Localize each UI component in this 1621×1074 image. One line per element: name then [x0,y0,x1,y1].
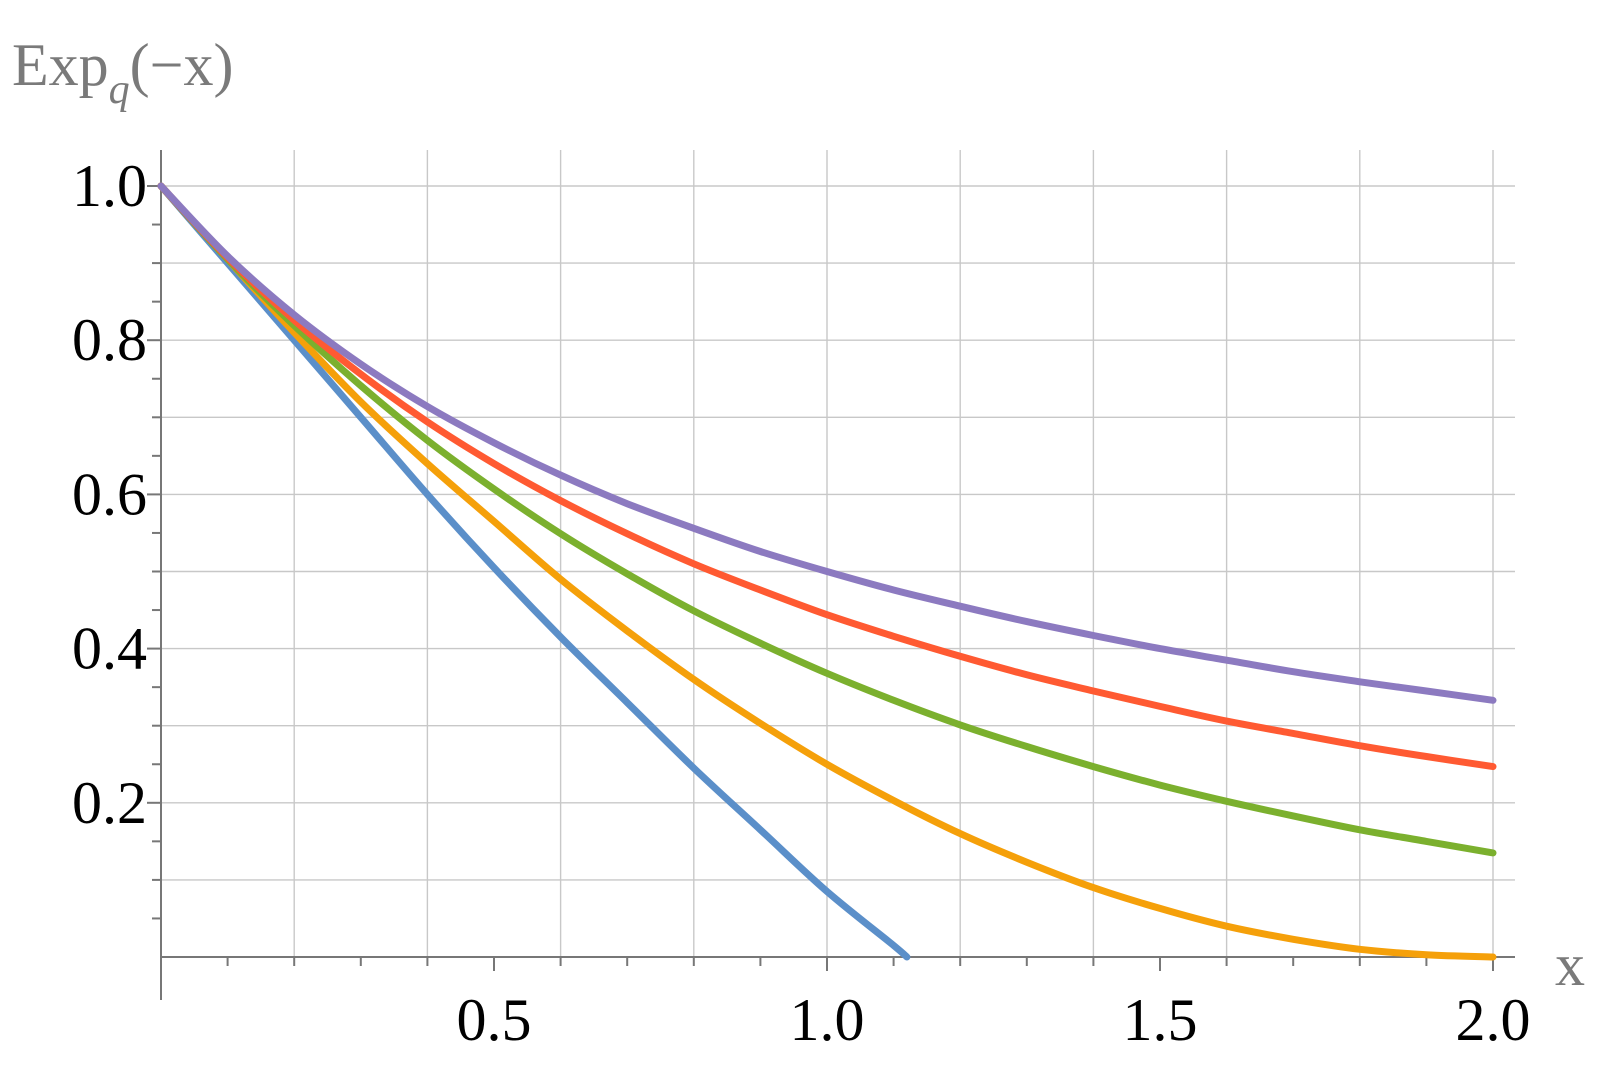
series-line-2 [157,182,1497,961]
y-tick-label: 0.2 [72,770,147,836]
y-axis-label-subscript: q [109,67,130,113]
series-line-4 [157,182,1497,771]
y-axis-label-main: Exp [12,32,109,98]
tick-labels: 0.5 1.0 1.5 2.0 0.2 0.4 0.6 0.8 1.0 [72,153,1531,1053]
grid [161,150,1515,957]
y-tick-label: 0.8 [72,307,147,373]
x-tick-label: 0.5 [457,987,532,1053]
axes [160,150,1515,1000]
x-tick-label: 1.0 [790,987,865,1053]
series-line-1 [157,182,911,961]
x-axis-label: x [1555,932,1585,998]
series-line-3 [157,182,1497,857]
series-line-5 [157,182,1497,704]
y-axis-label: Expq(−x) [12,32,233,113]
y-tick-label: 0.4 [72,616,147,682]
y-tick-label: 1.0 [72,153,147,219]
series-group [157,182,1497,961]
x-tick-label: 2.0 [1456,987,1531,1053]
y-axis-label-argument: (−x) [130,32,234,98]
y-tick-label: 0.6 [72,461,147,527]
x-tick-label: 1.5 [1123,987,1198,1053]
axis-ticks [147,185,1494,971]
